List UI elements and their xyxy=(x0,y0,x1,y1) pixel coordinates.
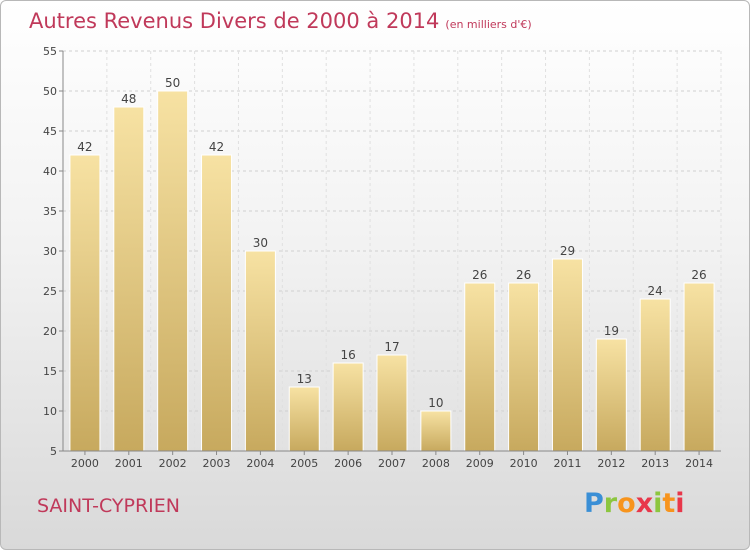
bar xyxy=(244,250,276,452)
data-label: 19 xyxy=(604,324,619,338)
x-tick-label: 2007 xyxy=(378,457,406,470)
y-tick-label: 35 xyxy=(43,205,57,218)
bars: 42 48 50 42 30 13 16 17 10 26 26 29 19 24 26 xyxy=(69,76,715,452)
axes: 5 10 15 20 25 30 35 40 45 50 55 2000 2001 2002 2003 200… xyxy=(43,45,721,470)
bar xyxy=(201,154,233,452)
bar xyxy=(420,410,452,452)
bar xyxy=(683,282,715,452)
data-label: 26 xyxy=(516,268,531,282)
x-tick-label: 2008 xyxy=(422,457,450,470)
data-label: 29 xyxy=(560,244,575,258)
x-tick-label: 2001 xyxy=(115,457,143,470)
y-tick-label: 25 xyxy=(43,285,57,298)
bar xyxy=(113,106,145,452)
data-label: 24 xyxy=(648,284,663,298)
y-tick-label: 45 xyxy=(43,125,57,138)
y-tick-label: 5 xyxy=(50,445,57,458)
logo-letter: o xyxy=(617,488,636,519)
data-label: 16 xyxy=(340,348,355,362)
bar xyxy=(376,354,408,452)
bar xyxy=(332,362,364,452)
logo-letter: x xyxy=(635,488,654,519)
logo-letter: P xyxy=(584,488,604,519)
bar xyxy=(464,282,496,452)
x-tick-label: 2005 xyxy=(290,457,318,470)
y-tick-label: 40 xyxy=(43,165,57,178)
y-tick-label: 20 xyxy=(43,325,57,338)
x-tick-label: 2000 xyxy=(71,457,99,470)
place-name: SAINT-CYPRIEN xyxy=(37,495,180,517)
logo-letter: t xyxy=(662,488,676,519)
x-tick-label: 2009 xyxy=(466,457,494,470)
y-tick-label: 10 xyxy=(43,405,57,418)
logo-letter: i xyxy=(675,488,685,519)
data-label: 13 xyxy=(297,372,312,386)
bar xyxy=(639,298,671,452)
data-label: 17 xyxy=(384,340,399,354)
x-tick-label: 2004 xyxy=(246,457,274,470)
logo-letter: r xyxy=(603,488,618,519)
data-label: 26 xyxy=(472,268,487,282)
x-tick-label: 2013 xyxy=(641,457,669,470)
data-label: 42 xyxy=(209,140,224,154)
bar xyxy=(69,154,101,452)
data-label: 30 xyxy=(253,236,268,250)
proxiti-logo: Proxiti xyxy=(584,488,685,519)
chart-title-text: Autres Revenus Divers de 2000 à 2014 xyxy=(29,9,440,33)
x-tick-label: 2010 xyxy=(510,457,538,470)
y-tick-label: 30 xyxy=(43,245,57,258)
bar xyxy=(157,90,189,452)
x-tick-label: 2011 xyxy=(553,457,581,470)
data-label: 50 xyxy=(165,76,180,90)
logo-letter: i xyxy=(653,488,663,519)
bar xyxy=(551,258,583,452)
x-tick-label: 2006 xyxy=(334,457,362,470)
y-tick-label: 15 xyxy=(43,365,57,378)
data-label: 26 xyxy=(691,268,706,282)
x-tick-label: 2014 xyxy=(685,457,713,470)
y-tick-label: 50 xyxy=(43,85,57,98)
bar xyxy=(288,386,320,452)
data-label: 42 xyxy=(77,140,92,154)
x-tick-label: 2002 xyxy=(159,457,187,470)
data-label: 10 xyxy=(428,396,443,410)
y-tick-label: 55 xyxy=(43,45,57,58)
chart-unit: (en milliers d'€) xyxy=(445,18,532,31)
bar xyxy=(508,282,540,452)
data-label: 48 xyxy=(121,92,136,106)
x-tick-label: 2003 xyxy=(203,457,231,470)
bar xyxy=(595,338,627,452)
x-tick-label: 2012 xyxy=(597,457,625,470)
chart-title: Autres Revenus Divers de 2000 à 2014 (en … xyxy=(29,9,532,33)
